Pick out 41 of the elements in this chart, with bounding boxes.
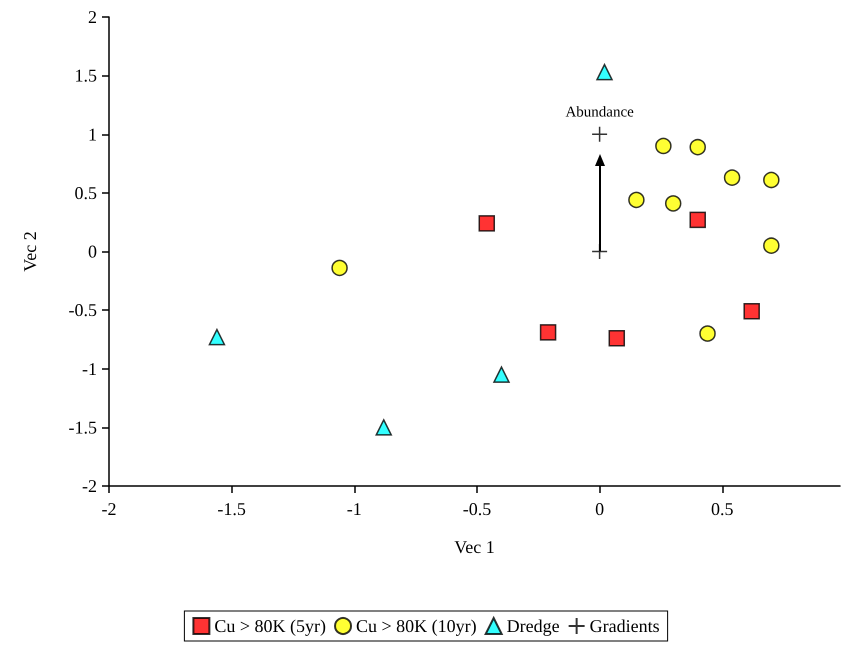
point: [596, 64, 613, 80]
point: [689, 212, 706, 228]
y-tick-label: -0.5: [68, 300, 97, 320]
point: [493, 366, 510, 383]
point: [331, 260, 348, 276]
legend-label: Cu > 80K (10yr): [356, 616, 477, 636]
point: [689, 138, 706, 156]
point: [375, 419, 392, 436]
point: [591, 126, 608, 142]
point: [763, 237, 780, 254]
y-tick-label: 1: [88, 124, 97, 144]
y-tick-label: 0: [88, 242, 97, 262]
y-tick-label: 1.5: [74, 66, 97, 86]
y-tick-label: -1.5: [68, 417, 97, 438]
y-tick-label: 2: [88, 7, 97, 27]
annotation: Abundance: [565, 104, 634, 120]
point: [608, 330, 626, 347]
point: [478, 215, 496, 232]
y-axis-title: Vec 2: [20, 231, 40, 272]
x-tick-label: 0: [595, 499, 604, 519]
x-tick-label: -0.5: [462, 499, 492, 519]
y-tick-label: 0.5: [74, 182, 97, 203]
legend-label: Gradients: [590, 616, 660, 636]
point: [655, 138, 672, 154]
legend-label: Cu > 80K (5yr): [214, 616, 326, 636]
point: [664, 195, 682, 212]
y-tick-label: -1: [82, 358, 97, 379]
x-tick-label: 0.5: [711, 499, 734, 519]
point: [699, 325, 716, 342]
y-tick-label: -2: [82, 476, 97, 496]
x-tick-label: -1: [346, 499, 362, 519]
legend-label: Dredge: [506, 616, 560, 636]
point: [763, 172, 780, 188]
x-tick-label: -1.5: [217, 499, 246, 519]
point: [540, 324, 556, 341]
point: [628, 192, 645, 208]
point: [743, 303, 760, 320]
x-tick-label: -2: [102, 499, 116, 519]
point: [724, 169, 740, 186]
point: [208, 328, 226, 346]
x-axis-title: Vec 1: [454, 537, 495, 557]
